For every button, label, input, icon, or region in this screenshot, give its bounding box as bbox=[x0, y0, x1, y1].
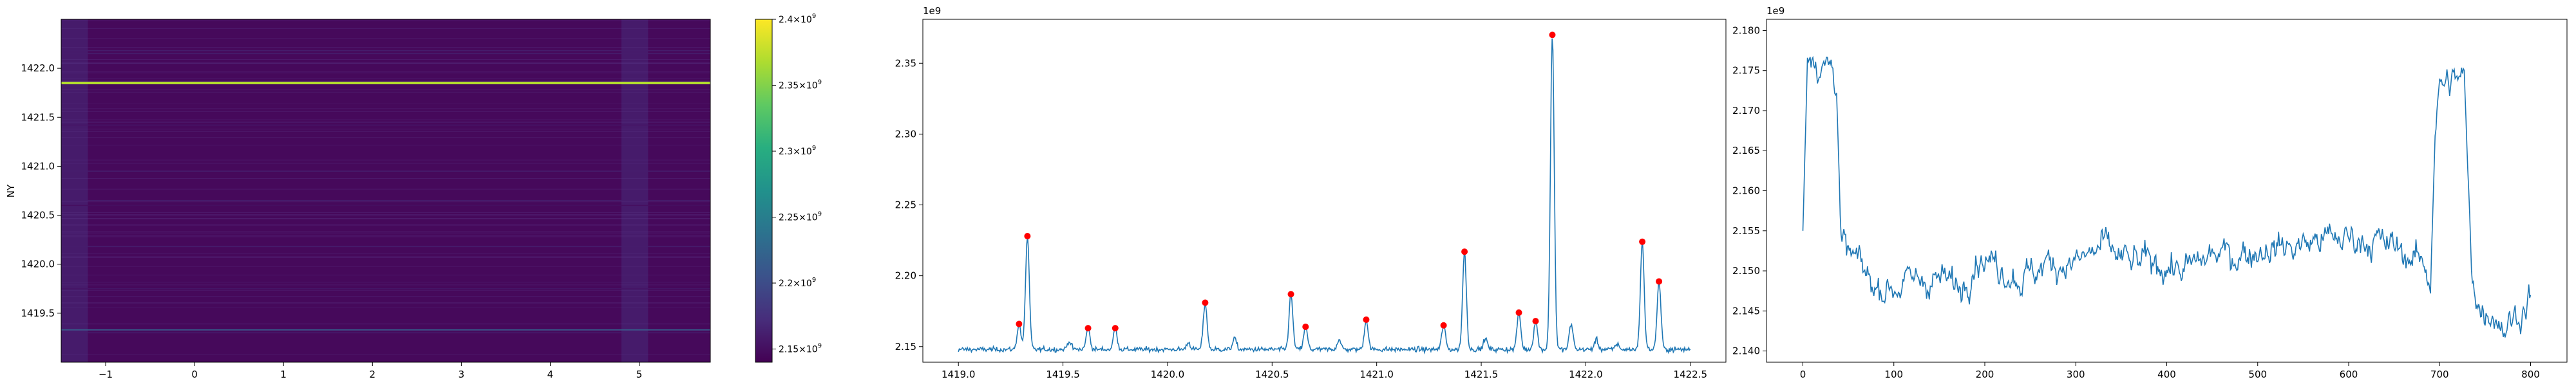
peaks-y-tick-label: 2.25 bbox=[895, 199, 916, 211]
peak-marker bbox=[1084, 325, 1092, 332]
heatmap-x-tick-label: 5 bbox=[636, 369, 643, 380]
heatmap-y-tick-label: 1421.0 bbox=[21, 160, 55, 172]
heatmap-bright-column bbox=[621, 19, 649, 362]
heatmap-x-tick-label: 4 bbox=[547, 369, 554, 380]
colorbar-ticks: 2.15×109 2.2×109 2.25×109 2.3×109 2.35×109 2.… bbox=[772, 13, 822, 355]
colorbar-tick-label: 2.2×109 bbox=[779, 277, 816, 289]
trace-y-tick-label: 2.150 bbox=[1732, 265, 1760, 277]
peaks-x-tick-label: 1419.5 bbox=[1046, 369, 1080, 380]
peaks-x-tick-label: 1420.5 bbox=[1255, 369, 1289, 380]
peak-marker bbox=[1016, 320, 1023, 327]
peaks-y-tick-label: 2.15 bbox=[895, 341, 916, 353]
heatmap-y-label: NY bbox=[5, 184, 17, 198]
trace-panel: 1e9 0 100 200 300 400 500 600 700 800 2.140 2.145… bbox=[1732, 5, 2568, 380]
heatmap-y-tick-label: 1420.5 bbox=[21, 210, 55, 221]
trace-series bbox=[1802, 55, 2532, 338]
colorbar-tick-label: 2.25×109 bbox=[779, 211, 822, 223]
heatmap-content bbox=[61, 19, 710, 362]
peak-marker bbox=[1639, 238, 1646, 245]
trace-y-tick-label: 2.180 bbox=[1732, 24, 1760, 36]
peaks-x-tick-label: 1420.0 bbox=[1151, 369, 1185, 380]
colorbar-tick-label: 2.4×109 bbox=[779, 13, 816, 25]
trace-exponent-label: 1e9 bbox=[1766, 5, 1785, 17]
peaks-series bbox=[958, 32, 1691, 354]
peaks-y-tick-label: 2.35 bbox=[895, 57, 916, 69]
heatmap-frame bbox=[61, 19, 711, 363]
peak-marker bbox=[1202, 299, 1209, 306]
heatmap-bright-column bbox=[61, 19, 88, 362]
trace-y-tick-label: 2.160 bbox=[1732, 185, 1760, 197]
peak-marker bbox=[1112, 325, 1119, 332]
heatmap-x-tick-label: −1 bbox=[99, 369, 113, 380]
heatmap-panel: −1 0 1 2 3 4 5 1419.51420.01420.51421.01421.51… bbox=[5, 19, 711, 380]
heatmap-y-tick-label: 1421.5 bbox=[21, 111, 55, 123]
heatmap-background bbox=[61, 19, 710, 362]
trace-x-tick-label: 300 bbox=[2067, 369, 2085, 380]
peaks-x-tick-label: 1421.0 bbox=[1359, 369, 1394, 380]
trace-y-tick-label: 2.140 bbox=[1732, 345, 1760, 357]
trace-y-tick-label: 2.145 bbox=[1732, 305, 1760, 317]
trace-y-tick-label: 2.170 bbox=[1732, 105, 1760, 116]
peak-marker bbox=[1440, 322, 1447, 329]
trace-line bbox=[1802, 55, 2532, 338]
peak-marker bbox=[1287, 291, 1294, 298]
colorbar-tick-label: 2.15×109 bbox=[779, 343, 822, 355]
peaks-line bbox=[958, 38, 1691, 354]
peaks-x-tick-label: 1422.5 bbox=[1674, 369, 1708, 380]
peak-marker bbox=[1363, 316, 1370, 323]
peaks-y-tick-label: 2.30 bbox=[895, 128, 916, 140]
peaks-x-axis: 1419.0 1419.5 1420.0 1420.5 1421.0 1421.5 1422… bbox=[942, 362, 1707, 380]
peaks-exponent-label: 1e9 bbox=[923, 5, 941, 17]
peaks-x-tick-label: 1419.0 bbox=[942, 369, 976, 380]
peaks-x-tick-label: 1421.5 bbox=[1464, 369, 1499, 380]
peaks-panel: 1e9 1419.0 1419.5 1420.0 1420.5 1421.0 1421.5… bbox=[895, 5, 1727, 380]
peak-marker bbox=[1302, 323, 1309, 330]
heatmap-y-tick-label: 1420.0 bbox=[21, 259, 55, 270]
trace-x-tick-label: 500 bbox=[2248, 369, 2267, 380]
trace-x-tick-label: 400 bbox=[2157, 369, 2176, 380]
trace-x-tick-label: 100 bbox=[1884, 369, 1903, 380]
heatmap-y-tick-label: 1422.0 bbox=[21, 62, 55, 74]
peak-marker bbox=[1532, 318, 1539, 325]
trace-x-tick-label: 700 bbox=[2430, 369, 2449, 380]
peaks-y-axis: 2.15 2.20 2.25 2.30 2.35 bbox=[895, 57, 923, 353]
trace-y-axis: 2.140 2.145 2.150 2.155 2.160 2.165 2.170 2.175… bbox=[1732, 24, 1766, 357]
peaks-y-tick-label: 2.20 bbox=[895, 270, 916, 282]
peak-marker bbox=[1656, 278, 1663, 285]
heatmap-x-axis: −1 0 1 2 3 4 5 bbox=[99, 362, 642, 380]
colorbar-tick-label: 2.35×109 bbox=[779, 79, 822, 91]
heatmap-y-tick-label: 1419.5 bbox=[21, 308, 55, 319]
trace-x-axis: 0 100 200 300 400 500 600 700 800 bbox=[1800, 362, 2540, 380]
trace-x-tick-label: 200 bbox=[1976, 369, 1994, 380]
trace-x-tick-label: 0 bbox=[1800, 369, 1806, 380]
heatmap-x-tick-label: 1 bbox=[280, 369, 287, 380]
colorbar: 2.15×109 2.2×109 2.25×109 2.3×109 2.35×109 2.… bbox=[755, 13, 822, 363]
heatmap-x-tick-label: 0 bbox=[191, 369, 198, 380]
peak-marker bbox=[1461, 248, 1468, 255]
trace-y-tick-label: 2.175 bbox=[1732, 65, 1760, 77]
peaks-plot-area bbox=[922, 19, 1727, 363]
peak-marker bbox=[1549, 32, 1556, 39]
trace-x-tick-label: 600 bbox=[2340, 369, 2358, 380]
colorbar-tick-label: 2.3×109 bbox=[779, 145, 816, 157]
peaks-x-tick-label: 1422.0 bbox=[1569, 369, 1603, 380]
trace-y-tick-label: 2.165 bbox=[1732, 145, 1760, 156]
trace-x-tick-label: 800 bbox=[2521, 369, 2540, 380]
colorbar-gradient bbox=[755, 19, 773, 363]
peak-marker bbox=[1024, 232, 1031, 239]
heatmap-y-axis: 1419.5 1420.0 1420.5 1421.0 1421.5 1422.0 bbox=[21, 62, 61, 319]
heatmap-x-tick-label: 3 bbox=[459, 369, 465, 380]
trace-y-tick-label: 2.155 bbox=[1732, 225, 1760, 237]
heatmap-x-tick-label: 2 bbox=[370, 369, 376, 380]
peak-marker bbox=[1515, 309, 1522, 316]
